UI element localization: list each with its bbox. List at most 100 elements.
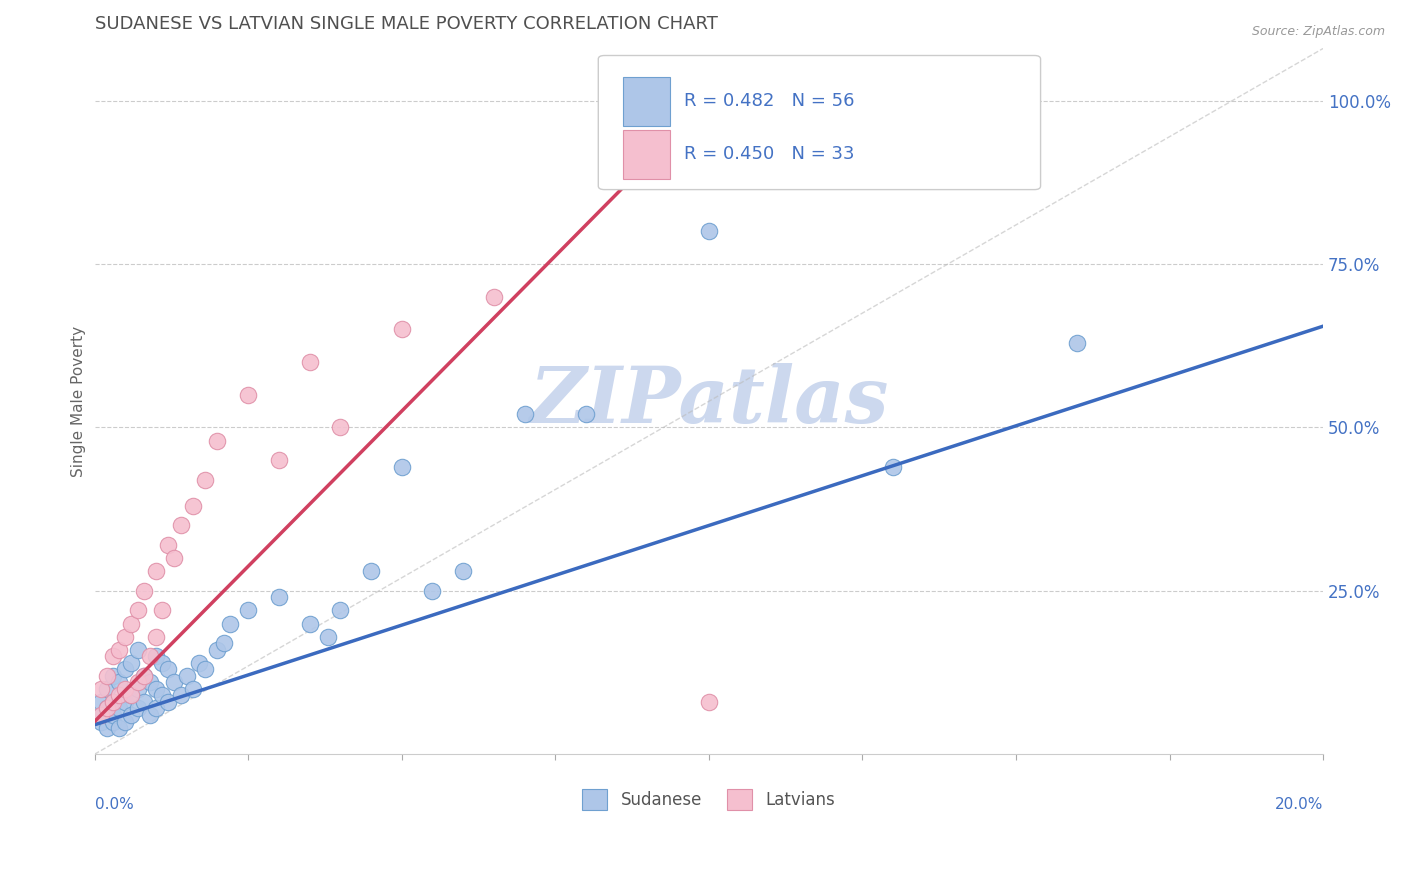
Point — [697, 695, 720, 709]
Point — [132, 695, 155, 709]
Point — [114, 714, 136, 729]
Point — [132, 583, 155, 598]
Point — [108, 721, 131, 735]
Point — [207, 434, 229, 448]
Point — [90, 708, 112, 723]
Point — [150, 656, 173, 670]
Point — [157, 538, 180, 552]
Point — [267, 453, 290, 467]
Point — [127, 603, 149, 617]
Point — [188, 656, 211, 670]
Point — [360, 564, 382, 578]
Legend: Sudanese, Latvians: Sudanese, Latvians — [576, 783, 842, 816]
Point — [108, 689, 131, 703]
FancyBboxPatch shape — [599, 55, 1040, 190]
Point — [108, 701, 131, 715]
Point — [391, 459, 413, 474]
Point — [176, 669, 198, 683]
Point — [145, 681, 167, 696]
Text: 20.0%: 20.0% — [1275, 797, 1323, 812]
Point — [145, 701, 167, 715]
Point — [329, 420, 352, 434]
Point — [1066, 335, 1088, 350]
Point — [120, 689, 142, 703]
Point — [132, 669, 155, 683]
Point — [120, 689, 142, 703]
Point — [90, 714, 112, 729]
Point — [139, 649, 162, 664]
Point — [163, 675, 186, 690]
Point — [451, 564, 474, 578]
Point — [96, 721, 118, 735]
Point — [194, 662, 217, 676]
Point — [298, 355, 321, 369]
Text: R = 0.450   N = 33: R = 0.450 N = 33 — [685, 145, 855, 163]
Y-axis label: Single Male Poverty: Single Male Poverty — [72, 326, 86, 477]
Point — [139, 675, 162, 690]
Point — [90, 681, 112, 696]
Text: ZIPatlas: ZIPatlas — [529, 363, 889, 440]
Point — [127, 701, 149, 715]
Point — [101, 669, 124, 683]
Point — [482, 290, 505, 304]
Point — [120, 708, 142, 723]
Point — [150, 689, 173, 703]
Point — [139, 708, 162, 723]
Point — [101, 714, 124, 729]
Point — [316, 630, 339, 644]
Point — [150, 603, 173, 617]
Point — [513, 408, 536, 422]
Point — [145, 564, 167, 578]
Point — [114, 681, 136, 696]
Point — [90, 708, 112, 723]
Point — [120, 656, 142, 670]
Point — [114, 695, 136, 709]
Point — [194, 473, 217, 487]
Point — [218, 616, 240, 631]
Point — [90, 695, 112, 709]
Point — [236, 388, 259, 402]
Point — [132, 669, 155, 683]
Point — [96, 701, 118, 715]
Bar — [623, 77, 669, 126]
Point — [101, 649, 124, 664]
Point — [163, 551, 186, 566]
Point — [127, 675, 149, 690]
Point — [96, 701, 118, 715]
Point — [212, 636, 235, 650]
Point — [329, 603, 352, 617]
Bar — [623, 129, 669, 179]
Point — [145, 630, 167, 644]
Point — [114, 630, 136, 644]
Point — [101, 695, 124, 709]
Point — [575, 408, 598, 422]
Text: Source: ZipAtlas.com: Source: ZipAtlas.com — [1251, 25, 1385, 38]
Text: SUDANESE VS LATVIAN SINGLE MALE POVERTY CORRELATION CHART: SUDANESE VS LATVIAN SINGLE MALE POVERTY … — [94, 15, 717, 33]
Point — [101, 695, 124, 709]
Text: R = 0.482   N = 56: R = 0.482 N = 56 — [685, 93, 855, 111]
Point — [145, 649, 167, 664]
Point — [157, 662, 180, 676]
Point — [181, 681, 204, 696]
Point — [101, 708, 124, 723]
Point — [127, 642, 149, 657]
Point — [697, 224, 720, 238]
Point — [181, 499, 204, 513]
Point — [207, 642, 229, 657]
Text: 0.0%: 0.0% — [94, 797, 134, 812]
Point — [391, 322, 413, 336]
Point — [882, 459, 904, 474]
Point — [108, 642, 131, 657]
Point — [96, 669, 118, 683]
Point — [169, 518, 191, 533]
Point — [120, 616, 142, 631]
Point — [96, 681, 118, 696]
Point — [236, 603, 259, 617]
Point — [169, 689, 191, 703]
Point — [267, 591, 290, 605]
Point — [298, 616, 321, 631]
Point — [157, 695, 180, 709]
Point — [108, 675, 131, 690]
Point — [422, 583, 444, 598]
Point — [127, 681, 149, 696]
